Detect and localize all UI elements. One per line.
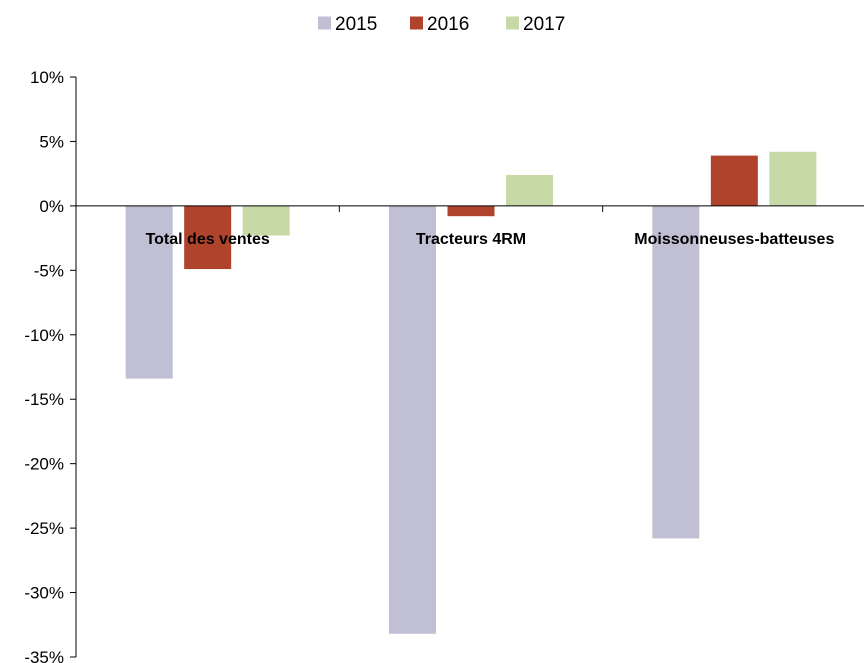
bar-2015-2: [389, 205, 436, 634]
legend-swatch-2016: [410, 16, 423, 30]
bar-2017-3: [769, 151, 817, 206]
legend-label-2017: 2017: [523, 14, 565, 35]
y-tick-label: -20%: [24, 455, 64, 474]
bar-2017-2: [506, 174, 553, 206]
category-labels-layer: Total des ventes Tracteurs 4RM Moissonneus…: [146, 231, 835, 248]
category-label: Tracteurs 4RM: [416, 231, 526, 248]
bar-2015-1: [125, 205, 173, 379]
legend-swatch-2015: [318, 16, 331, 30]
legend-label-2016: 2016: [427, 14, 469, 35]
y-tick-label: -10%: [24, 326, 64, 345]
bar-2015-3: [652, 205, 700, 539]
category-label: Moissonneuses-batteuses: [634, 231, 834, 248]
category-label: Total des ventes: [146, 231, 270, 248]
legend-label-2015: 2015: [335, 14, 377, 35]
y-tick-label: 10%: [30, 68, 64, 87]
y-tick-label: -35%: [24, 648, 64, 663]
bar-2016-2: [447, 205, 495, 217]
bar-2016-3: [710, 155, 758, 206]
legend-swatch-2017: [506, 16, 519, 30]
y-tick-label: 0%: [39, 197, 64, 216]
bars-layer: [125, 151, 817, 634]
y-tick-label: -25%: [24, 519, 64, 538]
y-tick-label: -15%: [24, 390, 64, 409]
legend: 2015 2016 2017: [318, 14, 565, 35]
y-tick-label: 5%: [39, 132, 64, 151]
y-tick-label: -30%: [24, 584, 64, 603]
bar-2017-1: [242, 205, 290, 236]
y-tick-label: -5%: [34, 261, 64, 280]
bar-2016-1: [184, 205, 232, 270]
axes-layer: 10% 5% 0% -5% -10% -15% -20% -25% -30% -35%: [24, 68, 864, 663]
